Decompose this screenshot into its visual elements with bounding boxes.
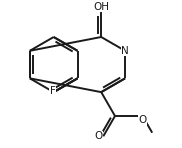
Text: F: F <box>50 86 56 96</box>
Text: OH: OH <box>93 2 109 12</box>
Text: O: O <box>94 131 103 141</box>
Text: O: O <box>139 115 147 125</box>
Text: N: N <box>121 46 129 56</box>
